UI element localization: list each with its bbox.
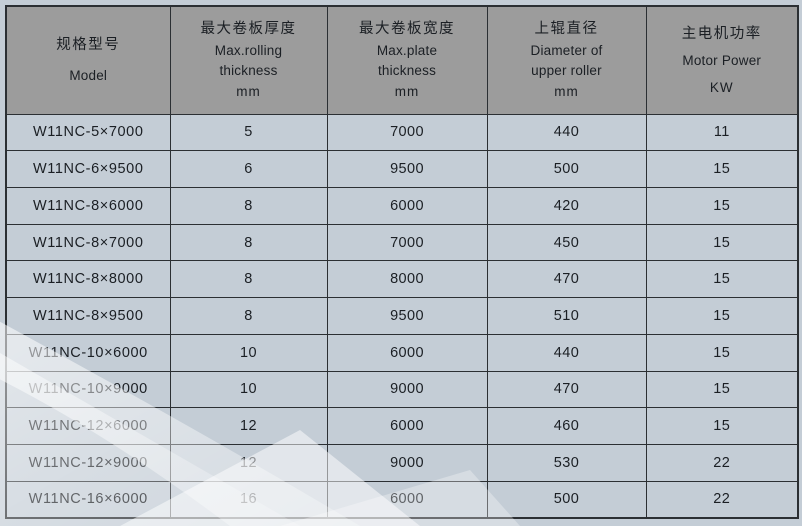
- cell-model: W11NC-8×6000: [5, 186, 171, 225]
- cell-diameter_upper_roller: 500: [486, 480, 647, 519]
- cell-max_rolling_thickness: 8: [169, 186, 328, 225]
- cell-motor_power: 15: [645, 260, 799, 299]
- cell-diameter_upper_roller: 460: [486, 407, 647, 445]
- cell-max_plate_thickness: 7000: [326, 223, 488, 262]
- table-row: W11NC-8×6000 8 6000 420 15: [5, 186, 799, 225]
- cell-diameter_upper_roller: 440: [486, 333, 647, 372]
- cell-max_plate_thickness: 6000: [326, 480, 488, 519]
- cell-max_plate_thickness: 9500: [326, 297, 488, 335]
- cell-max_rolling_thickness: 10: [169, 370, 328, 409]
- column-header-motor-power-cn: 主电机功率: [681, 25, 762, 42]
- column-header-max-rolling-thickness-unit: mm: [236, 83, 261, 99]
- cell-diameter_upper_roller: 470: [486, 260, 647, 299]
- cell-model: W11NC-8×9500: [5, 297, 171, 335]
- column-header-max-plate-thickness-cn: 最大卷板宽度: [359, 21, 455, 38]
- column-header-diameter-upper-roller-unit: mm: [554, 83, 579, 99]
- column-header-max-rolling-thickness-en-2: thickness: [219, 63, 278, 79]
- cell-motor_power: 11: [645, 113, 799, 152]
- specification-table: 规格型号 Model 最大卷板厚度 Max.rolling thickness …: [5, 5, 799, 519]
- column-header-diameter-upper-roller-cn: 上辊直径: [534, 21, 599, 38]
- cell-model: W11NC-10×9000: [5, 370, 171, 409]
- cell-model: W11NC-10×6000: [5, 333, 171, 372]
- spec-table-container: 规格型号 Model 最大卷板厚度 Max.rolling thickness …: [5, 5, 799, 519]
- cell-motor_power: 15: [645, 223, 799, 262]
- table-row: W11NC-8×8000 8 8000 470 15: [5, 260, 799, 299]
- cell-diameter_upper_roller: 450: [486, 223, 647, 262]
- table-row: W11NC-16×6000 16 6000 500 22: [5, 480, 799, 519]
- table-row: W11NC-8×9500 8 9500 510 15: [5, 297, 799, 335]
- cell-motor_power: 15: [645, 150, 799, 188]
- column-header-diameter-upper-roller-en-1: Diameter of: [530, 42, 603, 58]
- cell-motor_power: 15: [645, 370, 799, 409]
- cell-max_plate_thickness: 8000: [326, 260, 488, 299]
- column-header-model: 规格型号 Model: [5, 5, 171, 115]
- table-body: W11NC-5×7000 5 7000 440 11 W11NC-6×9500 6 9500 5…: [5, 113, 799, 519]
- cell-max_rolling_thickness: 8: [169, 223, 328, 262]
- cell-max_plate_thickness: 9000: [326, 370, 488, 409]
- cell-motor_power: 15: [645, 333, 799, 372]
- cell-diameter_upper_roller: 470: [486, 370, 647, 409]
- table-row: W11NC-8×7000 8 7000 450 15: [5, 223, 799, 262]
- cell-motor_power: 22: [645, 480, 799, 519]
- header-row: 规格型号 Model 最大卷板厚度 Max.rolling thickness …: [5, 5, 799, 115]
- table-row: W11NC-5×7000 5 7000 440 11: [5, 113, 799, 152]
- cell-max_plate_thickness: 9000: [326, 443, 488, 482]
- column-header-motor-power-unit: KW: [709, 79, 734, 95]
- column-header-max-plate-thickness-unit: mm: [394, 83, 420, 99]
- column-header-model-cn: 规格型号: [56, 37, 121, 54]
- cell-max_rolling_thickness: 10: [169, 333, 328, 372]
- column-header-max-rolling-thickness-cn: 最大卷板厚度: [200, 21, 297, 38]
- cell-max_rolling_thickness: 12: [169, 443, 328, 482]
- cell-motor_power: 22: [645, 443, 799, 482]
- table-header: 规格型号 Model 最大卷板厚度 Max.rolling thickness …: [5, 5, 799, 115]
- cell-max_rolling_thickness: 5: [169, 113, 328, 152]
- cell-model: W11NC-8×7000: [5, 223, 171, 262]
- cell-motor_power: 15: [645, 407, 799, 445]
- cell-diameter_upper_roller: 420: [486, 186, 647, 225]
- cell-model: W11NC-12×9000: [5, 443, 171, 482]
- cell-max_plate_thickness: 6000: [326, 186, 488, 225]
- cell-diameter_upper_roller: 530: [486, 443, 647, 482]
- cell-model: W11NC-5×7000: [5, 113, 171, 152]
- column-header-model-en: Model: [69, 67, 108, 83]
- column-header-max-rolling-thickness-en-1: Max.rolling: [214, 42, 283, 58]
- cell-max_plate_thickness: 6000: [326, 407, 488, 445]
- cell-model: W11NC-8×8000: [5, 260, 171, 299]
- column-header-diameter-upper-roller: 上辊直径 Diameter of upper roller mm: [486, 5, 647, 115]
- column-header-max-plate-thickness: 最大卷板宽度 Max.plate thickness mm: [326, 5, 488, 115]
- cell-max_plate_thickness: 7000: [326, 113, 488, 152]
- cell-model: W11NC-16×6000: [5, 480, 171, 519]
- column-header-motor-power: 主电机功率 Motor Power KW: [645, 5, 799, 115]
- table-row: W11NC-10×9000 10 9000 470 15: [5, 370, 799, 409]
- column-header-max-plate-thickness-en-2: thickness: [377, 63, 437, 79]
- table-row: W11NC-6×9500 6 9500 500 15: [5, 150, 799, 188]
- cell-max_plate_thickness: 9500: [326, 150, 488, 188]
- column-header-max-rolling-thickness: 最大卷板厚度 Max.rolling thickness mm: [169, 5, 328, 115]
- cell-model: W11NC-6×9500: [5, 150, 171, 188]
- cell-diameter_upper_roller: 500: [486, 150, 647, 188]
- cell-diameter_upper_roller: 510: [486, 297, 647, 335]
- cell-max_plate_thickness: 6000: [326, 333, 488, 372]
- cell-motor_power: 15: [645, 297, 799, 335]
- table-row: W11NC-10×6000 10 6000 440 15: [5, 333, 799, 372]
- column-header-motor-power-en: Motor Power: [682, 53, 762, 68]
- cell-max_rolling_thickness: 8: [169, 260, 328, 299]
- cell-max_rolling_thickness: 16: [169, 480, 328, 519]
- table-row: W11NC-12×9000 12 9000 530 22: [5, 443, 799, 482]
- cell-max_rolling_thickness: 8: [169, 297, 328, 335]
- cell-max_rolling_thickness: 12: [169, 407, 328, 445]
- column-header-diameter-upper-roller-en-2: upper roller: [531, 63, 602, 79]
- table-row: W11NC-12×6000 12 6000 460 15: [5, 407, 799, 445]
- column-header-max-plate-thickness-en-1: Max.plate: [376, 42, 438, 58]
- cell-model: W11NC-12×6000: [5, 407, 171, 445]
- cell-motor_power: 15: [645, 186, 799, 225]
- cell-max_rolling_thickness: 6: [169, 150, 328, 188]
- cell-diameter_upper_roller: 440: [486, 113, 647, 152]
